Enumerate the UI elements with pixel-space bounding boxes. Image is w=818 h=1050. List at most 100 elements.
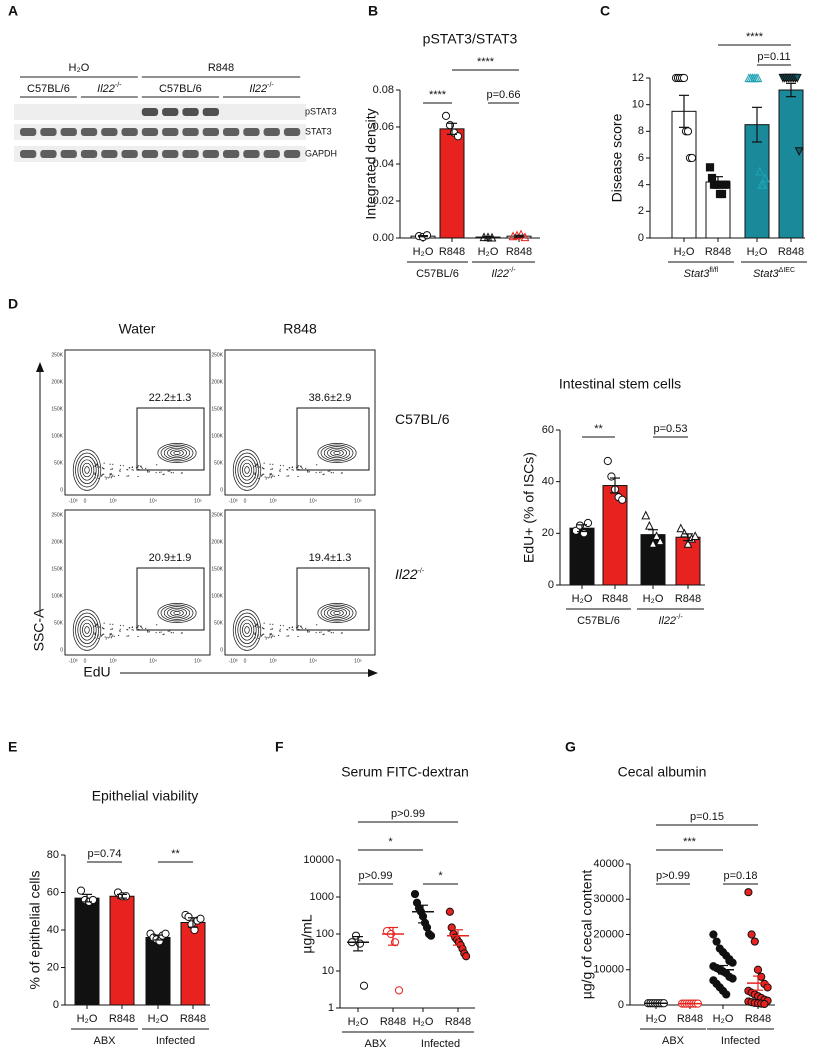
comparison-label: p=0.66 [487,89,521,101]
flow-contour [173,611,181,615]
flow-dot [269,633,271,635]
bar [569,527,595,586]
flow-dot [323,473,325,475]
y-tick-label: 40 [47,924,59,936]
x-tick-label: H₂O [713,1013,734,1025]
x-tick-label: H₂O [572,593,593,605]
flow-dot [315,632,317,634]
flow-contour [239,619,255,641]
flow-dot [278,634,280,637]
y-tick-label: 0.04 [373,158,394,170]
flow-dot [127,469,129,471]
group-label-text: ABX [93,1035,116,1047]
flow-row-label-text: C57BL/6 [395,411,450,427]
arrow-head [36,362,44,372]
x-tick-label: H₂O [747,246,768,258]
y-tick-label: 2 [638,205,644,217]
flow-dot [297,635,299,638]
data-point [655,536,665,546]
data-point [359,981,369,990]
flow-dot [156,464,158,466]
y-tick-label: 10000 [593,964,624,976]
flow-dot [257,637,259,640]
comparison-label: p=0.74 [88,848,122,860]
flow-y-tick: 100K [211,593,223,599]
group-label: ABX [662,1035,685,1047]
flow-contour [327,607,347,619]
flow-dot [112,474,114,476]
group-label: Infected [421,1038,460,1050]
x-tick-label: R848 [445,1016,471,1028]
flow-dot [261,467,263,469]
data-point [679,73,689,83]
flow-dot [269,474,271,476]
flow-contour [244,626,250,634]
comparison-label: ** [594,423,603,435]
flow-x-tick: 10⁵ [194,498,202,504]
flow-dot [169,630,171,632]
flow-dot [137,466,139,468]
flow-dot [141,627,143,629]
y-tick-label: 4 [638,179,644,191]
blot-band [141,108,159,116]
flow-contour [79,459,95,481]
x-tick-label: H₂O [646,1013,667,1025]
group-label-text: Infected [721,1035,760,1047]
flow-dot [263,468,265,470]
flow-dot [119,630,121,632]
flow-dot [254,472,256,474]
flow-dot [131,466,134,468]
blot-band [263,150,280,158]
flow-dot [159,631,161,633]
y-tick-label: 0.02 [373,195,394,207]
blot-band [101,128,118,136]
flow-y-tick: 50K [54,620,64,626]
flow-x-tick: 10⁴ [149,658,157,664]
flow-dot [287,629,289,631]
bar [109,895,135,1006]
flow-dot [308,631,311,633]
flow-y-tick: 150K [211,566,223,572]
blot-band [60,150,77,158]
blot-band [243,150,260,158]
data-point [757,972,766,981]
flow-x-tick: 10³ [269,498,277,504]
flow-dot [119,470,121,472]
flow-dot [262,473,264,475]
flow-dot [330,631,332,634]
x-tick-label: R848 [778,246,804,258]
flow-dot [271,635,273,638]
chart-title: Cecal albumin [618,764,707,780]
flow-contour [157,603,197,623]
flow-contour [320,444,354,462]
flow-dot [254,625,256,627]
flow-contour [75,612,99,648]
flow-dot [145,627,147,629]
flow-dot [279,468,281,470]
panel-label: F [275,739,284,755]
flow-dot [286,475,288,477]
y-tick-label: 10000 [303,854,334,866]
flow-y-tick: 200K [51,539,63,545]
flow-dot [269,623,271,625]
flow-dot [109,476,111,478]
flow-contour [235,452,259,488]
flow-dot [265,638,267,640]
flow-dot [288,467,290,469]
y-tick-label: 0 [53,999,59,1011]
blot-band [243,128,260,136]
flow-dot [297,475,299,478]
chart-title: Serum FITC-dextran [341,764,469,780]
blot-band [60,128,77,136]
flow-dot [110,634,112,636]
flow-contour [232,449,262,491]
data-point [792,73,802,83]
data-point [76,886,86,895]
y-axis-label: µg/mL [299,914,315,953]
flow-dot [268,477,270,479]
data-point [758,179,768,189]
y-tick-label: 0 [618,999,624,1011]
flow-dot [270,477,273,479]
y-axis-label: Integrated density [363,108,379,219]
flow-dot [172,632,174,634]
